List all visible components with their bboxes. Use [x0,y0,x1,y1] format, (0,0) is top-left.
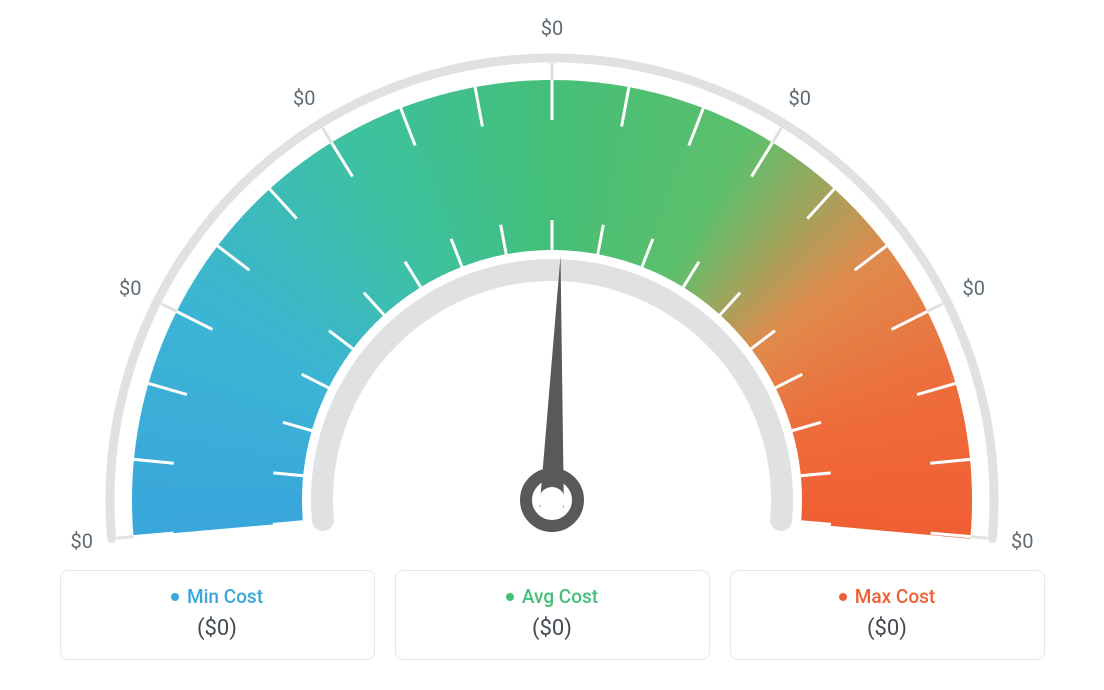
legend-card: Max Cost ($0) [730,570,1045,660]
legend-value: ($0) [396,616,709,641]
legend-label-text: Max Cost [855,585,935,608]
gauge-chart: $0 $0 $0 $0 $0 $0 $0 [40,0,1064,560]
gauge-tick-label: $0 [119,276,141,300]
legend-label-text: Avg Cost [522,585,598,608]
legend-label: Max Cost [839,585,935,608]
legend-card: Avg Cost ($0) [395,570,710,660]
legend-value: ($0) [731,616,1044,641]
gauge-tick-label: $0 [541,16,563,40]
legend-row: Min Cost ($0) Avg Cost ($0) Max Cost ($0) [40,570,1064,660]
legend-value: ($0) [61,616,374,641]
legend-label: Min Cost [171,585,263,608]
gauge-tick-label: $0 [1011,529,1033,553]
legend-label: Avg Cost [506,585,598,608]
gauge-tick-label: $0 [963,276,985,300]
gauge-tick-label: $0 [293,86,315,110]
legend-card: Min Cost ($0) [60,570,375,660]
gauge-svg [40,0,1064,560]
legend-dot-icon [171,593,179,601]
gauge-tick-label: $0 [71,529,93,553]
legend-label-text: Min Cost [187,585,263,608]
legend-dot-icon [506,593,514,601]
legend-dot-icon [839,593,847,601]
gauge-tick-label: $0 [789,86,811,110]
cost-gauge-container: $0$0$0$0$0$0$0 Min Cost($0)Avg Cost($0)M… [0,0,1104,690]
